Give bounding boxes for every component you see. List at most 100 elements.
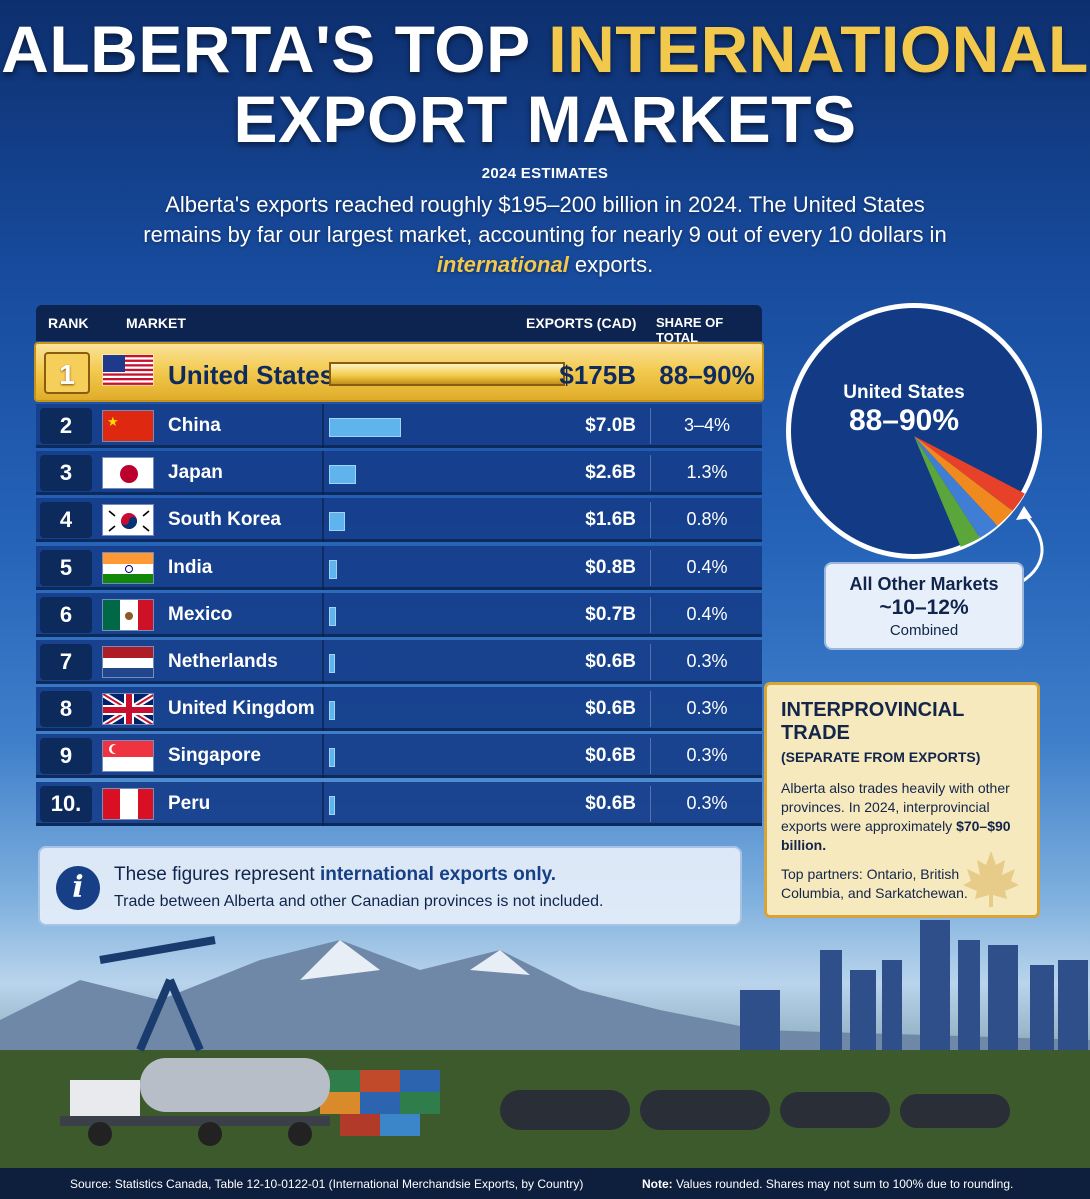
table-row: 8 United Kingdom $0.6B 0.3% (36, 687, 762, 732)
footer: Source: Statistics Canada, Table 12-10-0… (0, 1168, 1090, 1199)
value-divider (650, 549, 651, 586)
tanker-truck (60, 1058, 330, 1146)
market-name: Netherlands (168, 651, 278, 672)
value-divider (650, 738, 651, 775)
col-share: SHARE OF TOTAL (656, 315, 724, 345)
japan-flag (102, 457, 154, 490)
row-divider (322, 498, 324, 543)
export-bar (329, 606, 337, 626)
value-divider (650, 785, 651, 822)
value-divider (650, 408, 651, 444)
export-value: $0.6B (585, 745, 636, 767)
share-value: 0.4% (686, 603, 728, 624)
table-header: RANK MARKET EXPORTS (CAD) SHARE OF TOTAL (36, 305, 762, 345)
interprovincial-partners: Top partners: Ontario, British Columbia,… (781, 866, 968, 901)
others-note: Combined (889, 622, 959, 639)
footer-source: Source: Statistics Canada, Table 12-10-0… (70, 1177, 584, 1191)
share-value: 0.3% (686, 792, 728, 813)
share-value: 0.3% (686, 651, 728, 671)
lead-text-2: exports. (568, 252, 654, 277)
row-divider (322, 734, 324, 779)
export-value: $175B (559, 360, 636, 390)
shipping-containers (320, 1070, 440, 1136)
lead-paragraph: Alberta's exports reached roughly $195–2… (140, 190, 950, 280)
table-row: 9 Singapore $0.6B 0.3% (36, 734, 762, 779)
note-line-2: Trade between Alberta and other Canadian… (114, 893, 604, 910)
export-bar (329, 654, 336, 673)
note-line-1: These figures represent international ex… (114, 864, 556, 886)
market-name: China (168, 415, 221, 436)
landscape-illustration (0, 920, 1090, 1170)
interprovincial-body-text: Alberta also trades heavily with other p… (781, 780, 1010, 834)
share-value: 3–4% (683, 415, 731, 435)
interprovincial-panel: INTERPROVINCIAL TRADE (SEPARATE FROM EXP… (764, 682, 1040, 918)
export-bar (329, 795, 336, 815)
value-divider (650, 691, 651, 728)
netherlands-flag (102, 646, 154, 678)
table-row: 4 South Korea $1.6B 0.8% (36, 498, 762, 543)
rank-badge: 4 (40, 502, 92, 539)
others-share: ~10–12% (879, 596, 969, 619)
pie-us-name: United States (843, 382, 965, 403)
share-value: 0.3% (686, 745, 728, 766)
export-value: $2.6B (585, 462, 636, 484)
export-bar (329, 701, 336, 721)
row-divider (322, 451, 324, 496)
share-value: 1.3% (686, 462, 728, 483)
footer-note-label: Note: (642, 1177, 673, 1191)
market-name: Mexico (168, 603, 233, 625)
share-value: 88–90% (659, 360, 755, 390)
footer-note-text: Values rounded. Shares may not sum to 10… (672, 1177, 1014, 1191)
export-value: $1.6B (585, 509, 636, 531)
interprovincial-body: Alberta also trades heavily with other p… (781, 779, 1023, 855)
singapore-flag (102, 740, 154, 773)
main-title: ALBERTA'S TOP INTERNATIONAL EXPORT MARKE… (0, 14, 1090, 154)
mountain-snow-2 (470, 950, 530, 975)
title-part3: EXPORT MARKETS (233, 82, 857, 156)
export-bar (329, 748, 336, 768)
pie-slice-other (914, 436, 998, 538)
market-name: Japan (168, 462, 223, 484)
table-row: 3 Japan $2.6B 1.3% (36, 451, 762, 496)
export-value: $0.7B (585, 603, 636, 625)
rank-badge: 3 (40, 455, 92, 492)
row-divider (322, 640, 324, 684)
export-bar (329, 465, 356, 485)
interprovincial-heading: INTERPROVINCIAL TRADE (781, 699, 964, 744)
interprovincial-subheading: (SEPARATE FROM EXPORTS) (781, 749, 981, 765)
market-name: United States (168, 360, 335, 390)
table-row: 6 Mexico $0.7B 0.4% (36, 592, 762, 637)
value-divider (650, 502, 651, 539)
value-divider (650, 644, 651, 680)
footer-note: Note: Values rounded. Shares may not sum… (642, 1177, 1013, 1191)
rank-badge: 5 (40, 549, 92, 586)
col-rank: RANK (48, 315, 89, 331)
pie-slice-other (914, 436, 980, 547)
others-name: All Other Markets (849, 574, 999, 594)
rail-tank-cars (500, 1090, 1010, 1130)
peru-flag (102, 787, 154, 820)
col-exports: EXPORTS (CAD) (526, 315, 637, 331)
value-divider (650, 596, 651, 633)
value-divider (650, 455, 651, 492)
market-name: United Kingdom (168, 698, 315, 720)
share-pie-chart (786, 303, 1042, 559)
title-part1: ALBERTA'S TOP (1, 12, 549, 86)
export-value: $0.6B (585, 792, 636, 814)
market-name: Singapore (168, 745, 261, 767)
rank-badge: 10. (40, 785, 92, 822)
share-value: 0.4% (686, 556, 728, 577)
rank-badge: 2 (40, 408, 92, 444)
col-market: MARKET (126, 315, 186, 331)
china-flag: ★ (102, 410, 154, 442)
rank-badge: 1 (44, 352, 90, 394)
export-bar (329, 418, 401, 437)
share-value: 0.3% (686, 698, 728, 719)
rank-badge: 6 (40, 596, 92, 633)
uk-flag (102, 693, 154, 726)
rank-badge: 8 (40, 691, 92, 728)
row-divider (322, 687, 324, 732)
estimates-label: 2024 ESTIMATES (481, 165, 609, 182)
other-markets-callout: All Other Markets ~10–12% Combined (824, 562, 1024, 650)
india-flag (102, 551, 154, 584)
